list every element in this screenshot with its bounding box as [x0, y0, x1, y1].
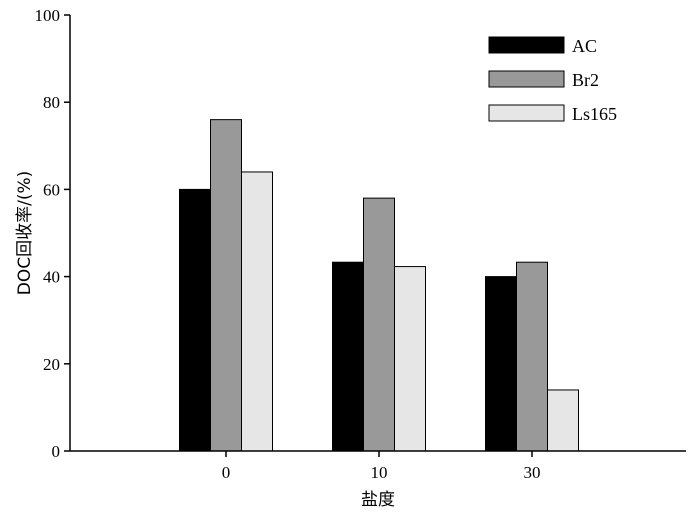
bar-ls165-10 — [394, 266, 426, 452]
bar-ac-10 — [332, 261, 364, 452]
bar-ls165-30 — [547, 389, 579, 452]
y-tick-label: 40 — [43, 268, 60, 287]
x-tick-label: 0 — [222, 463, 231, 482]
bar-br2-10 — [363, 197, 395, 452]
bar-br2-30 — [516, 261, 548, 452]
y-axis-label: DOC回收率/(%) — [15, 171, 35, 296]
legend-swatch-ac — [488, 36, 565, 54]
y-tick-label: 60 — [43, 180, 60, 199]
legend-swatch-br2 — [488, 70, 565, 88]
y-tick-label: 100 — [35, 6, 61, 25]
x-axis-label: 盐度 — [361, 490, 395, 510]
x-tick-label: 10 — [371, 463, 388, 482]
bar-ac-30 — [485, 276, 517, 452]
bar-ls165-0 — [241, 171, 273, 452]
y-ticks-group: 0 20 40 60 80 100 — [35, 6, 70, 461]
legend-label-ls165: Ls165 — [572, 104, 617, 124]
x-tick-label: 30 — [524, 463, 541, 482]
legend-swatch-ls165 — [488, 104, 565, 122]
bars-group — [179, 119, 579, 452]
legend: AC Br2 Ls165 — [488, 36, 617, 124]
y-tick-label: 20 — [43, 355, 60, 374]
axes-group — [69, 15, 686, 452]
legend-label-br2: Br2 — [572, 70, 599, 90]
x-ticks-group: 0 10 30 — [222, 451, 541, 482]
y-tick-label: 80 — [43, 93, 60, 112]
bar-br2-0 — [210, 119, 242, 452]
bar-ac-0 — [179, 188, 211, 452]
y-tick-label: 0 — [52, 442, 61, 461]
legend-label-ac: AC — [572, 36, 597, 56]
